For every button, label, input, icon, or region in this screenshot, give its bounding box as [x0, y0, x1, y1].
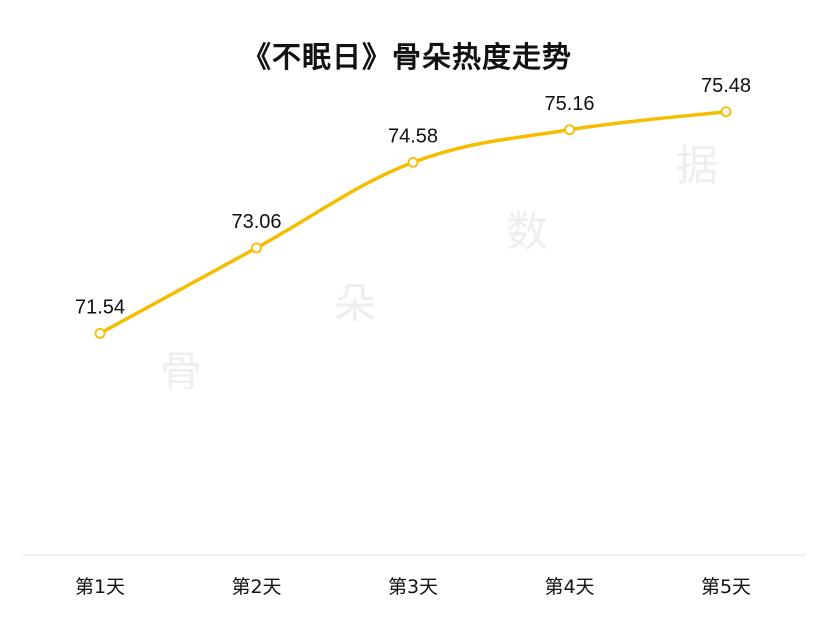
data-point-4	[564, 124, 575, 136]
data-label-5: 75.48	[701, 75, 751, 97]
data-point-3	[407, 156, 419, 168]
x-tick-label-4: 第4天	[544, 576, 594, 598]
data-label-4: 75.16	[544, 93, 594, 115]
data-point-2	[251, 242, 262, 254]
data-label-1: 71.54	[75, 296, 125, 318]
data-label-3: 74.58	[388, 125, 438, 147]
data-label-2: 73.06	[231, 211, 281, 233]
x-tick-label-5: 第5天	[701, 576, 751, 598]
x-tick-label-3: 第3天	[388, 576, 438, 598]
data-point-1	[94, 327, 106, 339]
chart-title: 《不眠日》骨朵热度走势	[241, 40, 572, 74]
x-tick-label-1: 第1天	[75, 576, 125, 598]
data-point-5	[720, 106, 732, 118]
x-tick-label-2: 第2天	[231, 576, 281, 598]
